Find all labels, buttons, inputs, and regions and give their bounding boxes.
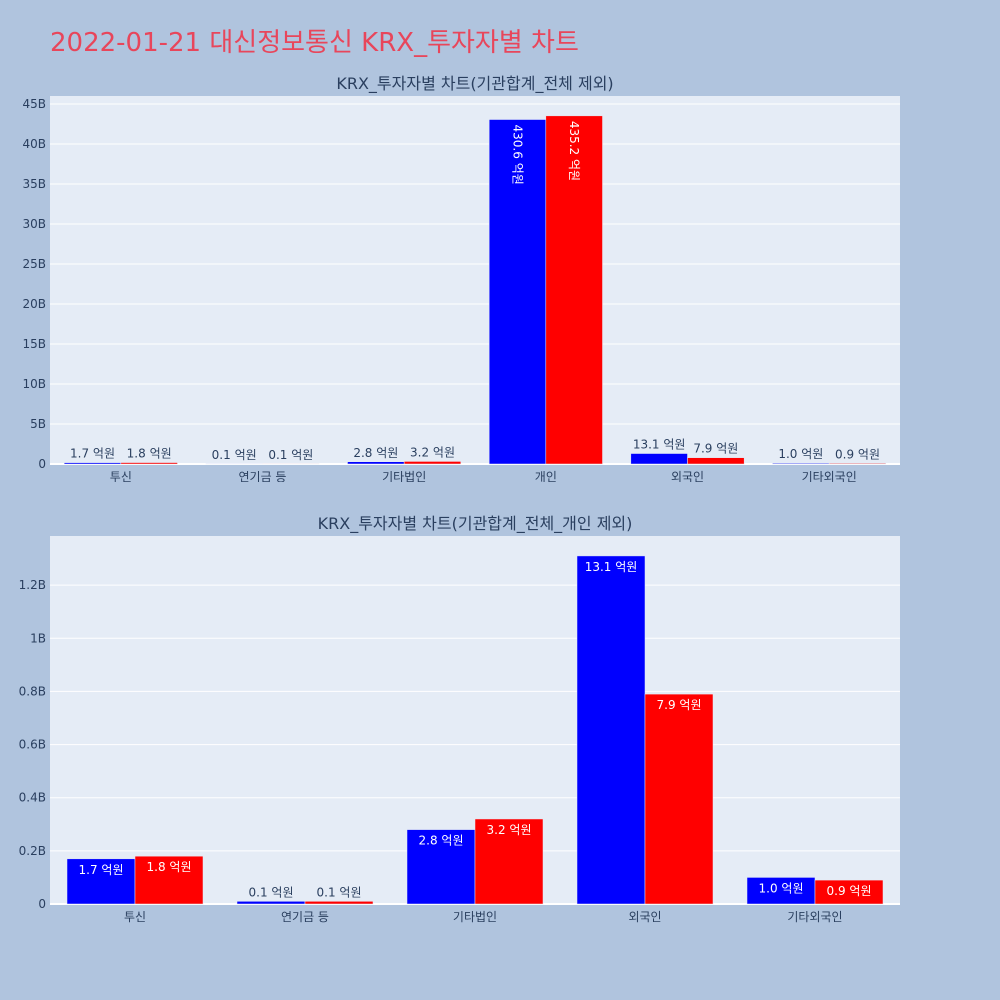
y-tick-label: 1B xyxy=(30,631,46,645)
chart-title: KRX_투자자별 차트(기관합계_전체_개인 제외) xyxy=(318,514,633,534)
y-tick-label: 20B xyxy=(22,297,46,311)
y-tick-label: 40B xyxy=(22,137,46,151)
y-tick-label: 0.2B xyxy=(19,844,46,858)
data-label: 0.1 억원 xyxy=(249,885,294,899)
page-title: 2022-01-21 대신정보통신 KRX_투자자별 차트 xyxy=(50,28,579,58)
data-label: 13.1 억원 xyxy=(633,438,686,452)
data-label: 0.1 억원 xyxy=(212,448,257,462)
data-label: 3.2 억원 xyxy=(487,823,532,837)
data-label: 7.9 억원 xyxy=(657,698,702,712)
bar xyxy=(644,693,714,905)
x-tick-label: 외국인 xyxy=(671,470,704,482)
data-label: 0.9 억원 xyxy=(835,447,880,461)
x-tick-label: 기타외국인 xyxy=(802,470,857,482)
y-tick-label: 15B xyxy=(22,337,46,351)
bar xyxy=(576,555,646,905)
bar xyxy=(406,829,476,905)
data-label: 430.6 억원 xyxy=(511,125,525,185)
bar xyxy=(630,453,688,465)
investor-chart-all: KRX_투자자별 차트(기관합계_전체 제외) 0 5B 10B 15B 20B 25B 30… xyxy=(22,74,900,482)
x-tick-label: 외국인 xyxy=(628,910,661,924)
x-tick-label: 기타법인 xyxy=(453,910,497,924)
plot-area xyxy=(50,96,900,464)
x-tick-label: 투신 xyxy=(110,470,132,482)
y-tick-label: 0 xyxy=(38,457,46,471)
y-tick-label: 0.8B xyxy=(19,684,46,698)
chart-title: KRX_투자자별 차트(기관합계_전체 제외) xyxy=(336,74,613,94)
data-label: 1.0 억원 xyxy=(778,447,823,461)
y-tick-label: 0.6B xyxy=(19,738,46,752)
bar xyxy=(814,879,884,905)
bar xyxy=(474,818,544,905)
bar xyxy=(403,461,462,465)
data-label: 7.9 억원 xyxy=(693,442,738,456)
y-tick-label: 35B xyxy=(22,177,46,191)
investor-chart-excl-individual: KRX_투자자별 차트(기관합계_전체_개인 제외) 0 0.2B 0.4B 0.6B 0… xyxy=(19,514,900,924)
bar xyxy=(772,462,830,465)
x-tick-label: 연기금 등 xyxy=(281,910,329,924)
bar xyxy=(828,463,887,465)
y-tick-label: 10B xyxy=(22,377,46,391)
data-label: 2.8 억원 xyxy=(353,446,398,460)
x-tick-label: 개인 xyxy=(535,470,557,482)
data-label: 3.2 억원 xyxy=(410,445,455,459)
data-label: 1.8 억원 xyxy=(147,860,192,874)
bar xyxy=(545,115,603,465)
y-tick-label: 25B xyxy=(22,257,46,271)
bar xyxy=(488,119,547,465)
bar xyxy=(120,462,178,465)
data-label: 1.0 억원 xyxy=(759,881,804,895)
bar xyxy=(63,462,122,465)
x-tick-label: 기타외국인 xyxy=(787,910,842,924)
y-tick-label: 1.2B xyxy=(19,578,46,592)
data-label: 435.2 억원 xyxy=(567,121,581,181)
x-tick-label: 연기금 등 xyxy=(239,470,287,482)
y-tick-label: 0.4B xyxy=(19,791,46,805)
x-tick-label: 기타법인 xyxy=(382,470,426,482)
data-label: 1.7 억원 xyxy=(70,447,115,461)
bar xyxy=(304,901,374,905)
y-tick-label: 30B xyxy=(22,217,46,231)
data-label: 13.1 억원 xyxy=(585,560,638,574)
bar xyxy=(134,855,204,905)
data-label: 0.1 억원 xyxy=(268,448,313,462)
data-label: 0.1 억원 xyxy=(317,885,362,899)
bar xyxy=(347,461,405,465)
bar xyxy=(687,457,745,465)
data-label: 0.9 억원 xyxy=(827,884,872,898)
y-tick-label: 45B xyxy=(22,97,46,111)
bar xyxy=(236,901,306,905)
y-tick-label: 0 xyxy=(38,897,46,911)
data-label: 2.8 억원 xyxy=(419,834,464,848)
y-tick-label: 5B xyxy=(30,417,46,431)
bar xyxy=(66,858,136,905)
x-tick-label: 투신 xyxy=(124,910,146,924)
data-label: 1.8 억원 xyxy=(127,447,172,461)
data-label: 1.7 억원 xyxy=(79,863,124,877)
